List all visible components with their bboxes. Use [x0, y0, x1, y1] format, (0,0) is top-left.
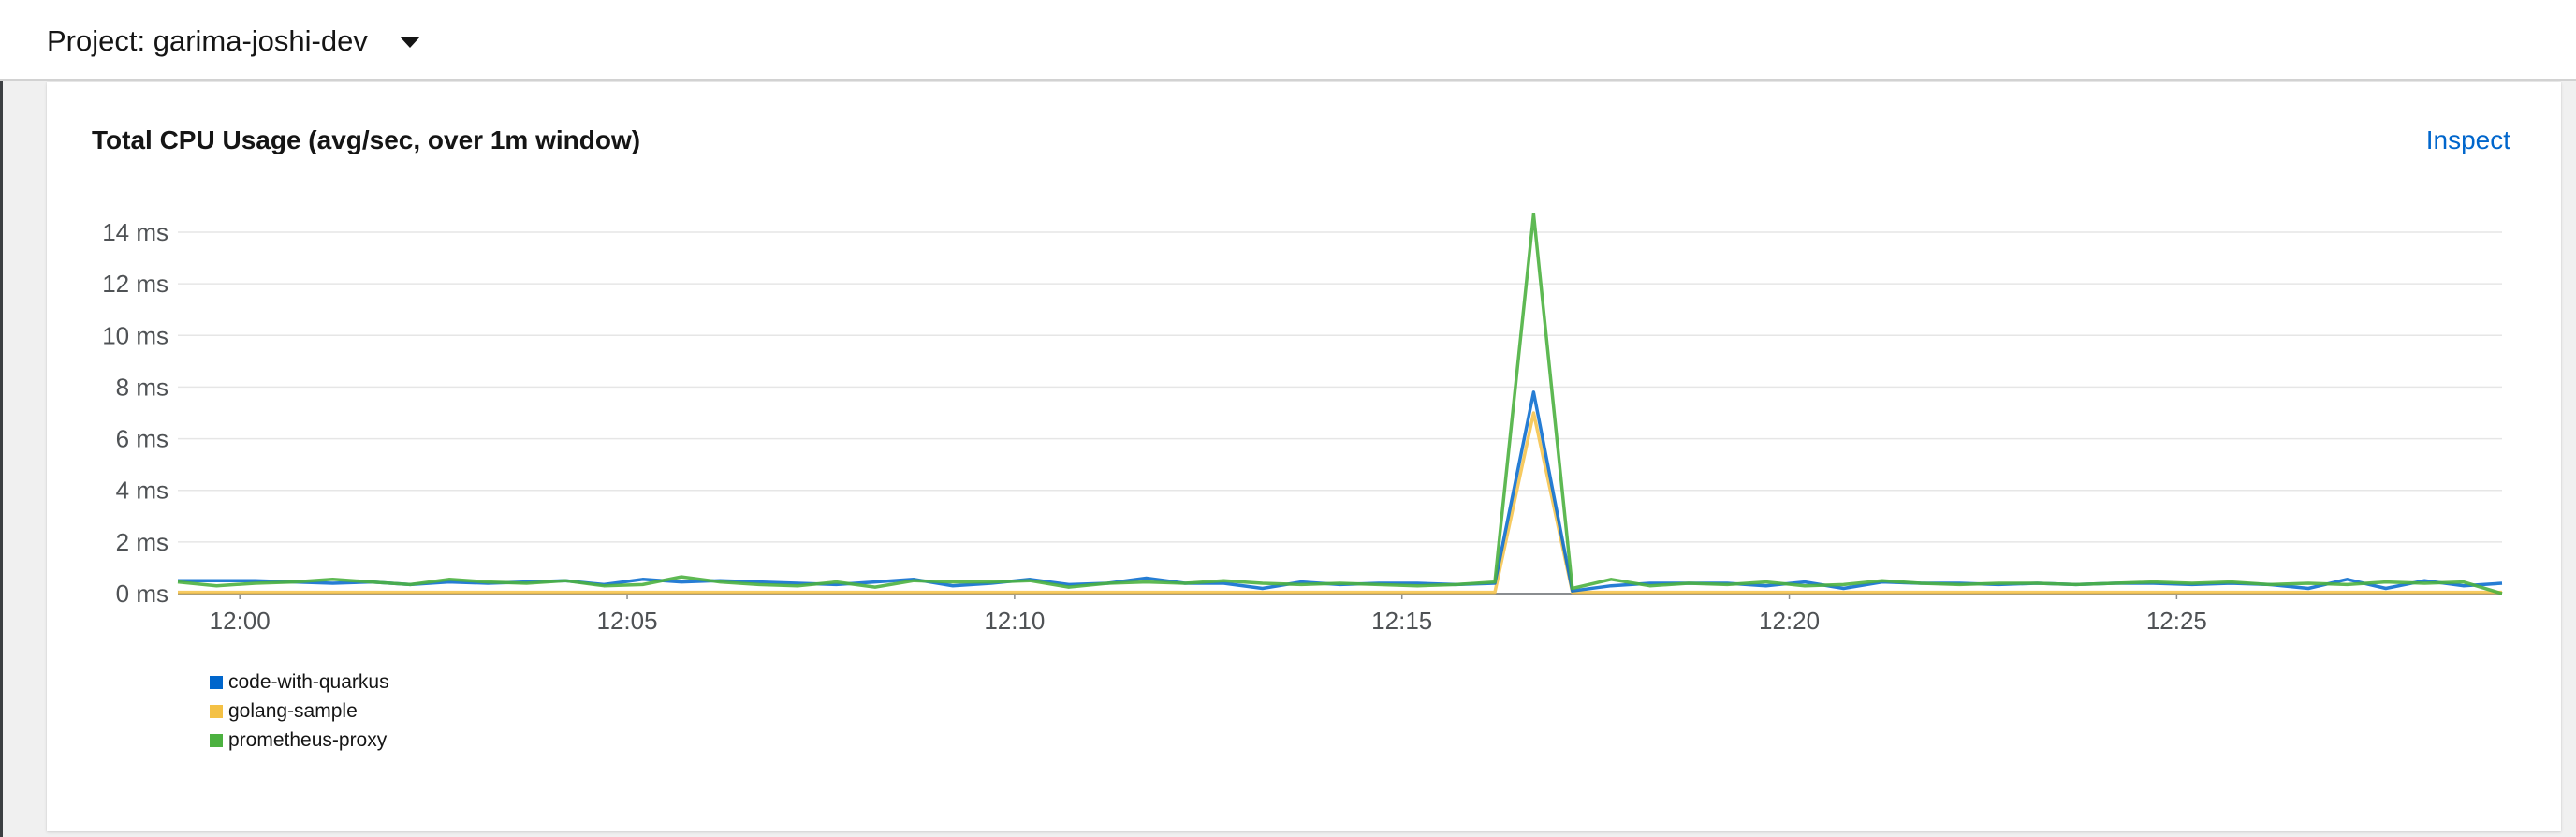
sidebar-edge	[0, 81, 3, 837]
x-tick-label: 12:15	[1371, 607, 1432, 635]
series-line-golang-sample	[178, 411, 2502, 595]
legend-swatch	[210, 705, 223, 718]
inspect-link[interactable]: Inspect	[2425, 125, 2510, 154]
legend-swatch	[210, 734, 223, 747]
series-line-prometheus-proxy	[177, 212, 2503, 595]
cpu-usage-card: Total CPU Usage (avg/sec, over 1m window…	[47, 82, 2561, 831]
y-tick-label: 4 ms	[116, 477, 168, 505]
project-selector[interactable]: Project: garima-joshi-dev	[47, 21, 420, 62]
y-tick-label: 2 ms	[116, 528, 168, 556]
chart-legend: code-with-quarkus golang-sample prometheus…	[210, 671, 389, 751]
cpu-usage-chart: 0 ms 2 ms 4 ms 6 ms 8 ms 10 ms 12 ms 14 ms 12:00…	[102, 212, 2503, 635]
legend-label: golang-sample	[228, 700, 358, 722]
series-line-code-with-quarkus	[178, 390, 2503, 593]
y-tick-label: 10 ms	[102, 321, 168, 349]
x-tick-label: 12:20	[1759, 607, 1820, 635]
y-tick-label: 12 ms	[102, 270, 168, 298]
legend-label: code-with-quarkus	[228, 671, 389, 693]
project-label: Project: garima-joshi-dev	[47, 24, 368, 57]
legend-item-golang-sample[interactable]: golang-sample	[210, 700, 389, 722]
legend-swatch	[210, 676, 223, 689]
y-tick-label: 0 ms	[116, 580, 168, 608]
legend-label: prometheus-proxy	[228, 729, 388, 751]
x-tick-label: 12:05	[597, 607, 658, 635]
y-tick-label: 14 ms	[102, 218, 168, 246]
card-title: Total CPU Usage (avg/sec, over 1m window…	[92, 125, 641, 154]
x-tick-label: 12:10	[984, 607, 1045, 635]
x-tick-label: 12:25	[2146, 607, 2207, 635]
y-tick-label: 8 ms	[116, 373, 168, 401]
y-tick-label: 6 ms	[116, 425, 168, 453]
top-bar: Project: garima-joshi-dev	[0, 0, 2576, 81]
x-tick-label: 12:00	[210, 607, 271, 635]
caret-down-icon	[399, 37, 420, 48]
legend-item-code-with-quarkus[interactable]: code-with-quarkus	[210, 671, 389, 693]
legend-item-prometheus-proxy[interactable]: prometheus-proxy	[210, 729, 389, 751]
